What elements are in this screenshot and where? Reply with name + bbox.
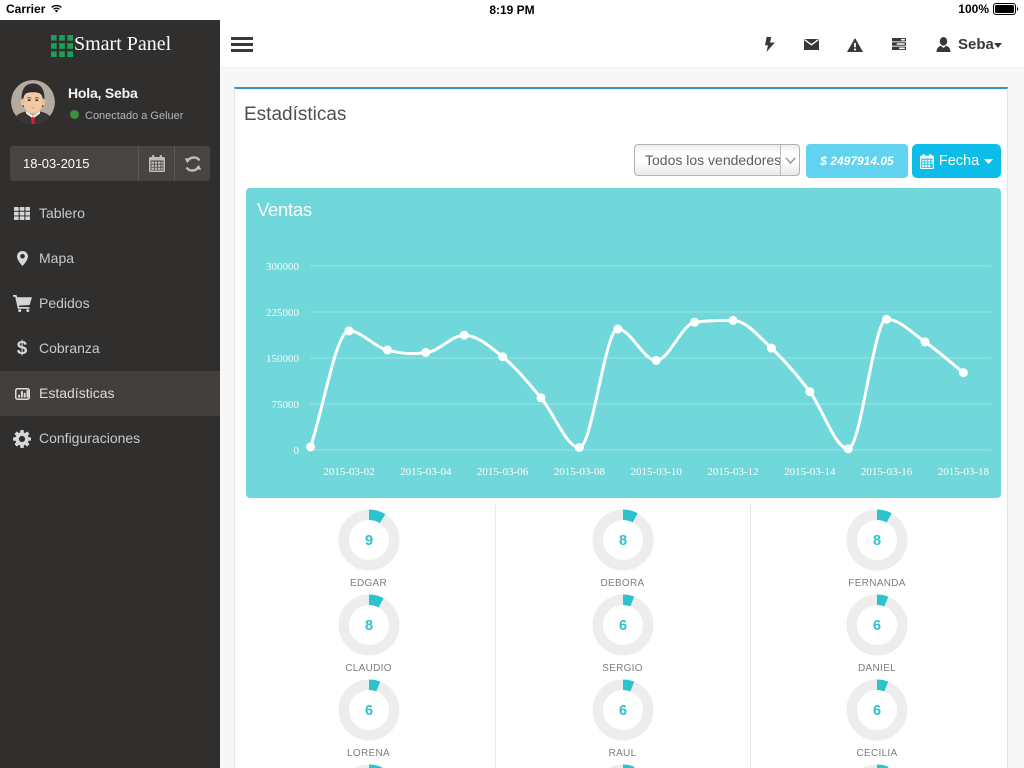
svg-text:8: 8 <box>364 618 372 634</box>
svg-text:2015-03-08: 2015-03-08 <box>554 466 606 478</box>
svg-text:6: 6 <box>873 618 881 634</box>
svg-text:75000: 75000 <box>272 399 300 411</box>
svg-text:2015-03-10: 2015-03-10 <box>631 466 683 478</box>
svg-text:Ventas: Ventas <box>257 199 312 220</box>
svg-text:9: 9 <box>364 533 372 549</box>
svg-text:2015-03-06: 2015-03-06 <box>477 466 529 478</box>
svg-text:6: 6 <box>364 703 372 719</box>
svg-text:150000: 150000 <box>266 353 300 365</box>
svg-text:6: 6 <box>618 703 626 719</box>
svg-text:2015-03-16: 2015-03-16 <box>861 466 913 478</box>
svg-text:6: 6 <box>618 618 626 634</box>
svg-text:8: 8 <box>618 533 626 549</box>
svg-text:2015-03-18: 2015-03-18 <box>938 466 990 478</box>
svg-text:2015-03-02: 2015-03-02 <box>323 466 374 478</box>
svg-text:300000: 300000 <box>266 261 300 273</box>
svg-text:0: 0 <box>294 445 300 457</box>
svg-text:2015-03-14: 2015-03-14 <box>784 466 836 478</box>
svg-text:2015-03-12: 2015-03-12 <box>707 466 758 478</box>
svg-text:8: 8 <box>873 533 881 549</box>
svg-text:2015-03-04: 2015-03-04 <box>400 466 452 478</box>
svg-text:6: 6 <box>873 703 881 719</box>
svg-text:225000: 225000 <box>266 307 300 319</box>
